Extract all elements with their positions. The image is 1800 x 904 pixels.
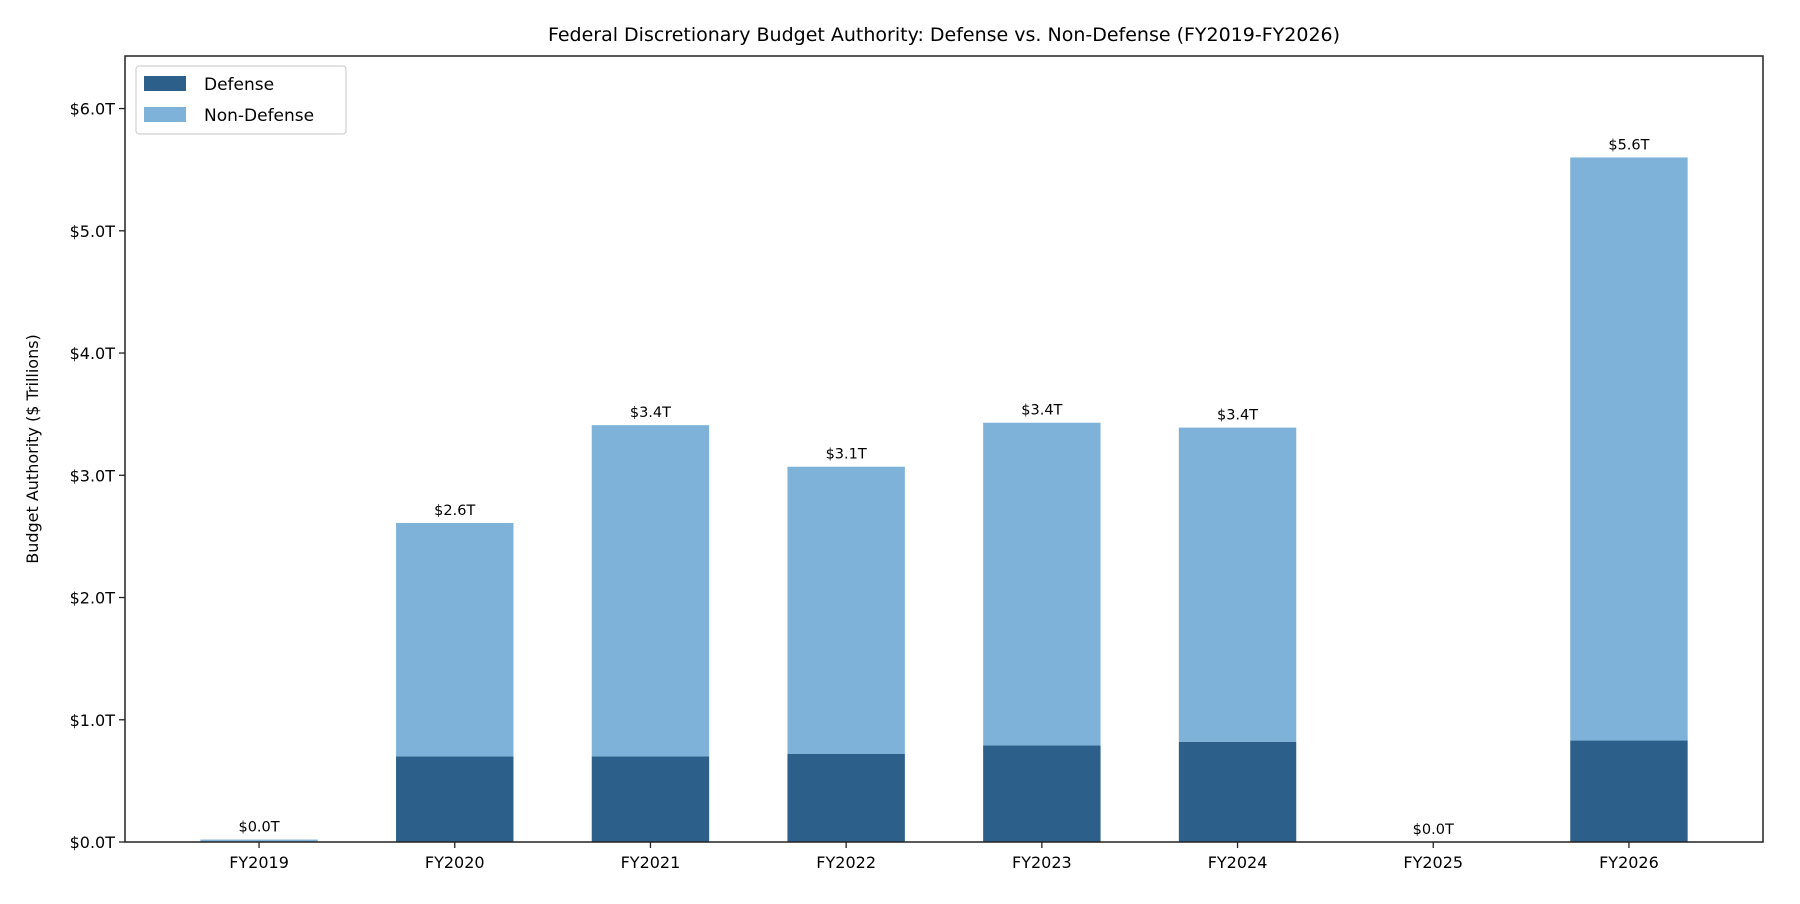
data-label-FY2019: $0.0T [238,820,279,836]
y-tick-label: $2.0T [70,589,116,608]
data-label-FY2022: $3.1T [826,447,867,463]
x-tick-label: FY2021 [621,853,681,872]
y-tick-label: $1.0T [70,711,116,730]
bar-non-defense-FY2023 [983,422,1101,746]
legend-label-non-defense: Non-Defense [204,106,314,126]
y-tick-label: $6.0T [70,100,116,119]
x-tick-label: FY2023 [1012,853,1072,872]
legend-label-defense: Defense [204,75,274,95]
bar-defense-FY2022 [787,753,905,842]
bar-non-defense-FY2021 [591,425,710,757]
data-label-FY2024: $3.4T [1217,408,1258,424]
data-label-FY2023: $3.4T [1021,403,1062,419]
bar-non-defense-FY2022 [787,466,905,754]
x-tick-label: FY2020 [425,853,485,872]
data-label-FY2025: $0.0T [1413,822,1454,838]
y-axis-label: Budget Authority ($ Trillions) [23,334,42,564]
plot-frame [124,55,1764,843]
legend-swatch-defense [144,76,186,91]
x-tick-label: FY2024 [1208,853,1268,872]
bar-defense-FY2024 [1178,741,1297,842]
legend: Defense Non-Defense [135,65,347,135]
x-tick-label: FY2019 [229,853,289,872]
bar-defense-FY2021 [591,756,710,842]
y-tick-label: $5.0T [70,222,116,241]
y-tick-label: $3.0T [70,466,116,485]
bars-group [200,157,1688,842]
bar-defense-FY2023 [983,745,1101,842]
chart-title: Federal Discretionary Budget Authority: … [548,24,1340,46]
data-label-FY2026: $5.6T [1608,137,1649,153]
legend-swatch-non-defense [144,107,186,122]
legend-box [135,65,347,135]
bar-defense-FY2020 [396,756,514,842]
axes-group: FY2019 FY2020 FY2021 FY2022 FY2023 FY2024 FY20… [70,100,1659,872]
y-tick-label: $0.0T [70,833,116,852]
bar-non-defense-FY2024 [1178,427,1297,742]
y-tick-label: $4.0T [70,344,116,363]
x-tick-label: FY2022 [816,853,876,872]
data-labels-group: $0.0T $2.6T $3.4T $3.1T $3.4T $3.4T $0.0T $5.6T [238,137,1649,838]
x-tick-label: FY2025 [1403,853,1463,872]
bar-non-defense-FY2019 [200,839,318,842]
bar-non-defense-FY2026 [1570,157,1688,741]
data-label-FY2020: $2.6T [434,503,475,519]
bar-defense-FY2026 [1570,740,1688,842]
data-label-FY2021: $3.4T [630,405,671,421]
x-tick-label: FY2026 [1599,853,1659,872]
bar-non-defense-FY2020 [396,522,514,757]
